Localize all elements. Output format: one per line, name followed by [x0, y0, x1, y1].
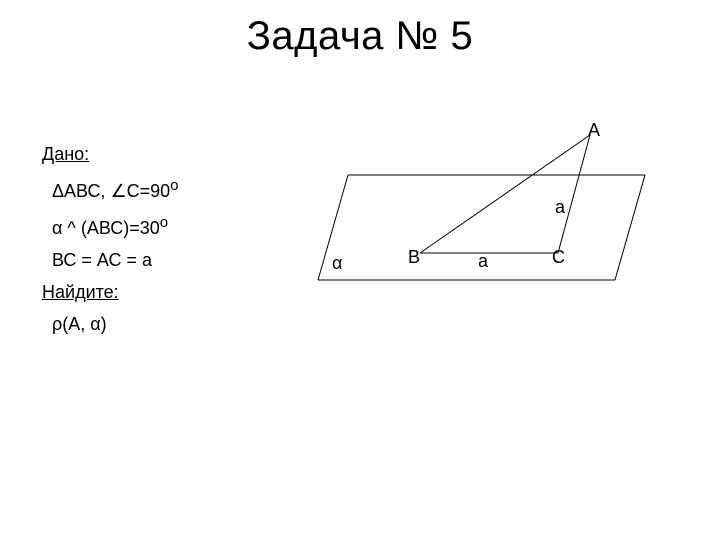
given-line-1-sup: о	[170, 177, 178, 194]
given-header: Дано:	[42, 138, 178, 170]
find-line: ρ(А, α)	[42, 308, 178, 340]
label-a-bc: а	[478, 251, 488, 272]
geometry-diagram: А В С а а α	[300, 125, 680, 325]
label-c: С	[552, 247, 565, 268]
find-header: Найдите:	[42, 276, 178, 308]
problem-text: Дано: ΔАВС, ∠С=90о α ^ (АВС)=30о ВС = АС…	[42, 138, 178, 340]
slide-title: Задача № 5	[0, 14, 720, 59]
label-a: А	[588, 120, 600, 141]
triangle-abc	[420, 135, 590, 253]
diagram-svg	[300, 125, 680, 325]
given-line-2: α ^ (АВС)=30о	[42, 207, 178, 244]
slide: { "title": "Задача № 5", "given": { "hea…	[0, 0, 720, 540]
given-line-1-text: ΔАВС, ∠С=90	[52, 181, 170, 201]
label-a-ac: а	[555, 197, 565, 218]
label-b: В	[408, 247, 420, 268]
given-line-2-text: α ^ (АВС)=30	[52, 218, 160, 238]
label-alpha: α	[332, 253, 342, 274]
given-line-1: ΔАВС, ∠С=90о	[42, 170, 178, 207]
given-line-2-sup: о	[160, 214, 168, 231]
given-line-3: ВС = АС = а	[42, 244, 178, 276]
